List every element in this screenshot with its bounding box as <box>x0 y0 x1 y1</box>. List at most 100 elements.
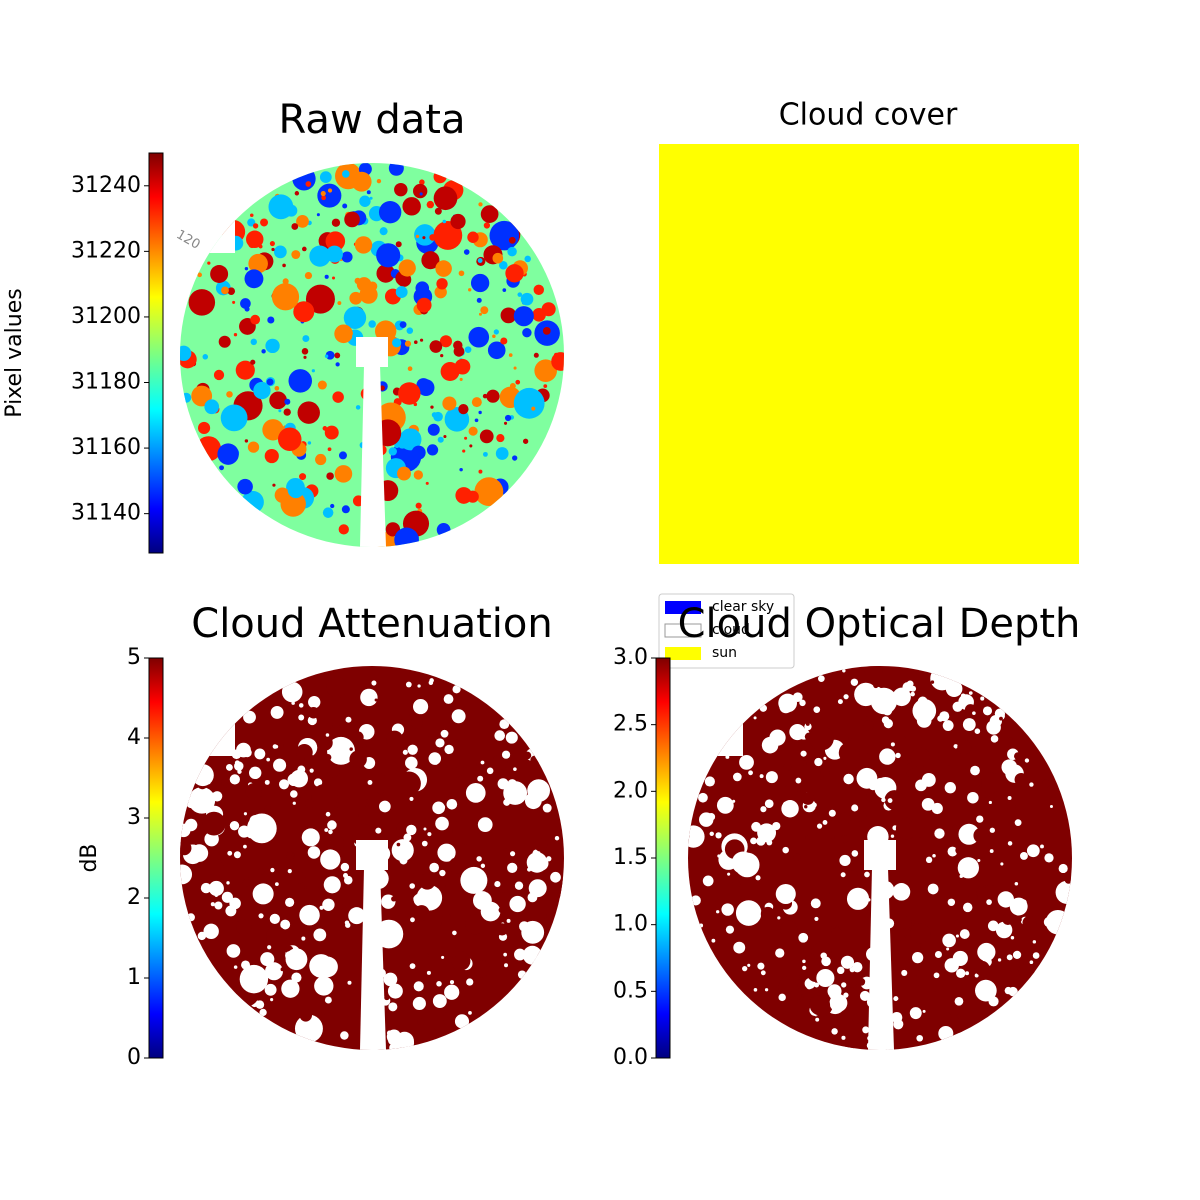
colorbar-tick-label: 31180 <box>71 370 141 395</box>
image-speckle <box>528 879 547 898</box>
image-speckle <box>522 438 529 444</box>
image-speckle <box>986 899 992 905</box>
image-speckle <box>416 378 431 393</box>
image-speckle <box>383 972 398 987</box>
image-speckle <box>995 741 1000 747</box>
image-speckle <box>204 399 220 415</box>
image-speckle <box>396 771 421 796</box>
image-speckle <box>932 854 936 858</box>
image-speckle <box>532 857 537 862</box>
image-speckle <box>201 909 206 914</box>
image-speckle <box>247 441 260 453</box>
image-speckle <box>258 913 264 919</box>
image-speckle <box>308 695 321 709</box>
image-speckle <box>478 469 483 474</box>
image-speckle <box>441 955 445 959</box>
image-speckle <box>433 411 443 422</box>
image-speckle <box>427 733 431 737</box>
image-speckle <box>249 766 262 780</box>
image-speckle <box>727 872 731 876</box>
image-speckle <box>422 236 426 240</box>
image-speckle <box>476 856 482 862</box>
image-speckle <box>349 291 363 305</box>
sun-mask <box>360 365 386 547</box>
image-speckle <box>413 514 426 526</box>
image-speckle <box>304 754 315 765</box>
image-speckle <box>247 218 256 227</box>
image-speckle <box>244 306 250 312</box>
image-speckle <box>329 835 345 850</box>
image-speckle <box>349 747 353 751</box>
image-speckle <box>1050 796 1057 803</box>
image-speckle <box>542 913 547 919</box>
image-speckle <box>486 767 494 775</box>
image-speckle <box>280 491 306 517</box>
sun-mask <box>868 868 894 1050</box>
image-speckle <box>430 405 434 409</box>
image-speckle <box>531 406 536 411</box>
image-speckle <box>180 864 193 885</box>
image-speckle <box>823 756 827 760</box>
image-speckle <box>258 244 263 249</box>
image-speckle <box>799 699 806 707</box>
image-speckle <box>934 950 942 959</box>
image-speckle <box>293 301 315 323</box>
image-speckle <box>399 428 422 451</box>
image-speckle <box>818 675 825 682</box>
image-speckle <box>968 691 973 695</box>
image-speckle <box>840 835 849 844</box>
image-speckle <box>344 1016 353 1024</box>
image-speckle <box>220 404 248 432</box>
image <box>688 666 1072 1050</box>
image-speckle <box>958 1029 963 1034</box>
image-speckle <box>699 812 714 827</box>
image-speckle <box>1007 841 1013 846</box>
image-speckle <box>977 859 981 863</box>
image-speckle <box>414 224 436 246</box>
image-speckle <box>910 691 915 697</box>
image-speckle <box>858 818 872 832</box>
image-speckle <box>264 983 277 996</box>
image-speckle <box>502 288 507 292</box>
image-speckle <box>410 716 423 729</box>
image-speckle <box>264 779 270 785</box>
image-speckle <box>765 771 778 784</box>
image-speckle <box>226 881 230 885</box>
image-speckle <box>327 820 337 830</box>
image-speckle <box>981 772 1002 794</box>
image-speckle <box>915 789 919 793</box>
image-speckle <box>910 747 931 768</box>
image-speckle <box>426 444 439 456</box>
image-speckle <box>299 904 320 926</box>
image-speckle <box>753 988 758 992</box>
image-speckle <box>327 188 333 193</box>
image-speckle <box>1000 862 1004 866</box>
image-speckle <box>500 848 511 859</box>
image-speckle <box>317 183 342 208</box>
image-speckle <box>840 872 846 878</box>
image-speckle <box>323 1008 332 1016</box>
image-speckle <box>958 823 980 845</box>
image-speckle <box>939 711 950 722</box>
image-speckle <box>469 444 473 448</box>
image-speckle <box>278 409 282 413</box>
image-speckle <box>442 219 447 224</box>
image-speckle <box>815 1017 820 1022</box>
image-speckle <box>269 859 275 865</box>
image-speckle <box>281 979 300 998</box>
image-speckle <box>515 379 521 385</box>
image-speckle <box>494 730 506 741</box>
image-speckle <box>974 973 979 978</box>
image-speckle <box>501 750 511 759</box>
image-speckle <box>755 875 761 881</box>
image-speckle <box>1014 819 1022 827</box>
image-speckle <box>250 338 257 346</box>
image-speckle <box>337 301 342 305</box>
image-speckle <box>731 851 755 875</box>
image-speckle <box>208 880 224 897</box>
image-speckle <box>440 729 449 738</box>
image-speckle <box>366 798 371 804</box>
image-speckle <box>368 320 376 328</box>
image-speckle <box>207 261 211 265</box>
